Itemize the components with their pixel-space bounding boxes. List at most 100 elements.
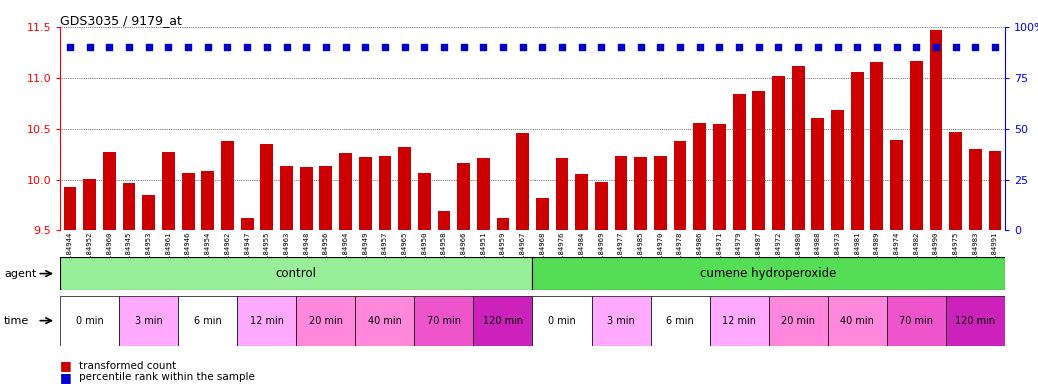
Bar <box>831 110 844 230</box>
Point <box>278 44 295 50</box>
Bar <box>871 63 883 230</box>
Point <box>790 44 807 50</box>
Bar <box>473 296 532 346</box>
Point <box>219 44 236 50</box>
Bar <box>339 153 352 230</box>
Point <box>258 44 275 50</box>
Text: 0 min: 0 min <box>548 316 576 326</box>
Point <box>573 44 590 50</box>
Point <box>829 44 846 50</box>
Bar <box>201 171 214 230</box>
Bar <box>536 198 549 230</box>
Bar <box>142 195 155 230</box>
Bar <box>241 218 253 230</box>
Point <box>199 44 216 50</box>
Bar <box>119 296 179 346</box>
Point <box>495 44 512 50</box>
Point <box>691 44 708 50</box>
Point <box>81 44 98 50</box>
Point <box>456 44 472 50</box>
Point <box>101 44 117 50</box>
Bar <box>414 296 473 346</box>
Bar <box>182 174 194 230</box>
Bar <box>476 158 490 230</box>
Point <box>593 44 609 50</box>
Text: 3 min: 3 min <box>135 316 163 326</box>
Text: 12 min: 12 min <box>722 316 756 326</box>
Text: cumene hydroperoxide: cumene hydroperoxide <box>701 267 837 280</box>
Point <box>397 44 413 50</box>
Bar <box>379 156 391 230</box>
Bar <box>693 122 706 230</box>
Bar <box>63 187 77 230</box>
Bar <box>768 296 827 346</box>
Bar <box>827 296 886 346</box>
Text: 70 min: 70 min <box>427 316 461 326</box>
Text: 120 min: 120 min <box>483 316 523 326</box>
Text: 6 min: 6 min <box>194 316 222 326</box>
Point <box>357 44 374 50</box>
Text: 3 min: 3 min <box>607 316 635 326</box>
Bar <box>595 182 608 230</box>
Bar <box>929 30 943 230</box>
Point <box>61 44 78 50</box>
Point <box>436 44 453 50</box>
Text: 20 min: 20 min <box>782 316 815 326</box>
Bar <box>792 66 804 230</box>
Bar <box>592 296 651 346</box>
Text: 70 min: 70 min <box>899 316 933 326</box>
Bar <box>297 296 355 346</box>
Bar <box>438 211 450 230</box>
Point <box>612 44 629 50</box>
Text: 12 min: 12 min <box>250 316 283 326</box>
Point <box>534 44 550 50</box>
Bar <box>359 157 372 230</box>
Text: 6 min: 6 min <box>666 316 694 326</box>
Bar <box>238 296 297 346</box>
Text: 40 min: 40 min <box>840 316 874 326</box>
Bar <box>418 174 431 230</box>
Text: time: time <box>4 316 29 326</box>
Bar <box>651 296 710 346</box>
Bar <box>575 174 589 230</box>
Point <box>632 44 649 50</box>
Point <box>475 44 492 50</box>
Bar <box>710 296 768 346</box>
Bar <box>674 141 686 230</box>
Point <box>652 44 668 50</box>
Point <box>140 44 157 50</box>
Bar <box>162 152 174 230</box>
Point <box>515 44 531 50</box>
Bar <box>988 151 1002 230</box>
Bar <box>812 119 824 230</box>
Bar <box>753 91 765 230</box>
Point <box>672 44 688 50</box>
Bar <box>910 61 923 230</box>
Point <box>160 44 176 50</box>
Bar <box>772 76 785 230</box>
Bar <box>654 156 666 230</box>
Bar <box>83 179 97 230</box>
Bar <box>261 144 273 230</box>
Bar <box>280 166 293 230</box>
Bar <box>614 156 627 230</box>
Bar <box>851 72 864 230</box>
Bar <box>399 147 411 230</box>
Text: 120 min: 120 min <box>955 316 995 326</box>
Bar <box>60 257 532 290</box>
Point <box>987 44 1004 50</box>
Point <box>770 44 787 50</box>
Bar <box>179 296 238 346</box>
Point <box>810 44 826 50</box>
Bar <box>946 296 1005 346</box>
Text: control: control <box>276 267 317 280</box>
Point <box>553 44 570 50</box>
Point <box>120 44 137 50</box>
Bar <box>516 133 529 230</box>
Point <box>298 44 315 50</box>
Point <box>377 44 393 50</box>
Bar <box>634 157 647 230</box>
Point <box>239 44 255 50</box>
Point <box>889 44 905 50</box>
Bar <box>103 152 116 230</box>
